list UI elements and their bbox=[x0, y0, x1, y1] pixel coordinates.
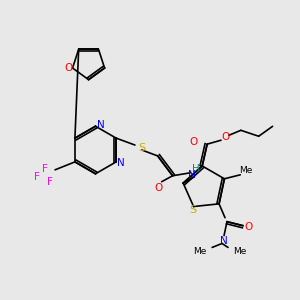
Text: Me: Me bbox=[239, 167, 253, 176]
Text: O: O bbox=[222, 132, 230, 142]
Text: F: F bbox=[42, 164, 48, 174]
Text: F: F bbox=[34, 172, 40, 182]
Text: O: O bbox=[245, 222, 253, 232]
Text: F: F bbox=[47, 177, 53, 187]
Text: O: O bbox=[189, 137, 197, 147]
Text: N: N bbox=[117, 158, 125, 168]
Text: N: N bbox=[220, 236, 228, 247]
Text: N: N bbox=[188, 170, 195, 180]
Text: S: S bbox=[138, 143, 145, 153]
Text: Me: Me bbox=[194, 247, 207, 256]
Text: O: O bbox=[64, 63, 73, 73]
Text: S: S bbox=[189, 206, 196, 215]
Text: O: O bbox=[154, 183, 163, 193]
Text: N: N bbox=[97, 120, 104, 130]
Text: H: H bbox=[193, 164, 200, 174]
Text: Me: Me bbox=[233, 247, 247, 256]
